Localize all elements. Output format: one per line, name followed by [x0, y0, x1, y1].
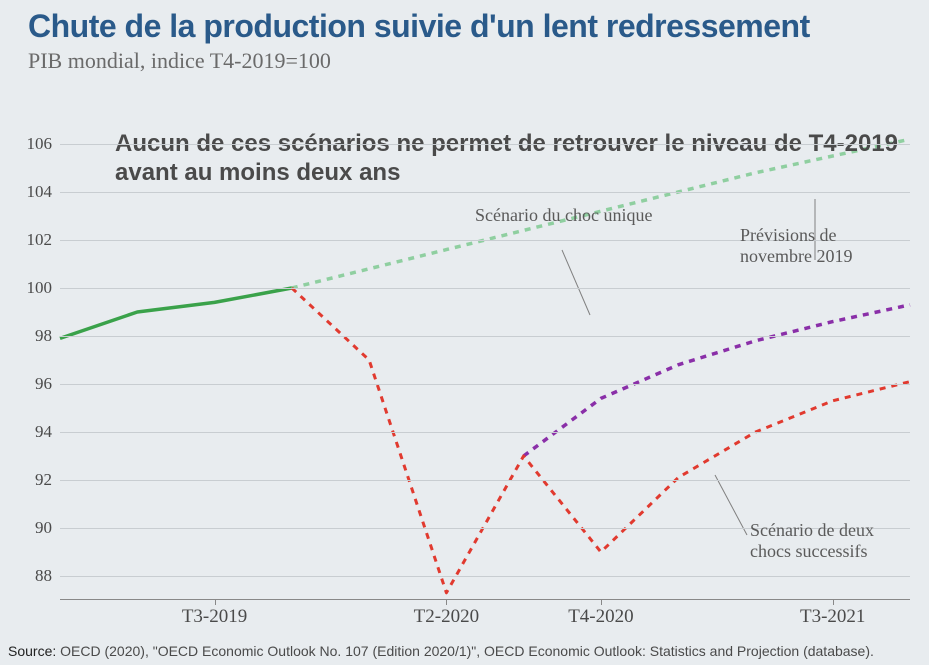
x-tick-label: T3-2019	[182, 606, 247, 628]
y-tick-label: 106	[27, 134, 53, 154]
series-label-single_hit: Scénario du choc unique	[475, 205, 652, 226]
x-tick-mark	[446, 600, 447, 605]
x-tick-label: T2-2020	[414, 606, 479, 628]
gridline	[60, 144, 910, 145]
series-label-forecast_nov2019: Prévisions de novembre 2019	[740, 225, 910, 266]
leader-line	[715, 475, 747, 535]
gridline	[60, 336, 910, 337]
leader-line	[562, 250, 590, 315]
gridline	[60, 384, 910, 385]
chart-subtitle: PIB mondial, indice T4-2019=100	[28, 48, 331, 74]
gridline	[60, 432, 910, 433]
x-tick-label: T4-2020	[568, 606, 633, 628]
x-tick-mark	[601, 600, 602, 605]
source-text: OECD (2020), "OECD Economic Outlook No. …	[60, 643, 874, 659]
y-tick-label: 100	[27, 278, 53, 298]
chart-title: Chute de la production suivie d'un lent …	[28, 8, 810, 45]
gridline	[60, 576, 910, 577]
series-label-double_hit_label: Scénario de deux chocs successifs	[750, 520, 910, 561]
y-tick-label: 102	[27, 230, 53, 250]
x-tick-label: T3-2021	[800, 606, 865, 628]
series-line-historical	[60, 288, 292, 338]
y-tick-label: 88	[35, 566, 52, 586]
y-tick-label: 96	[35, 374, 52, 394]
y-tick-label: 94	[35, 422, 52, 442]
y-tick-label: 92	[35, 470, 52, 490]
source-line: Source: OECD (2020), "OECD Economic Outl…	[8, 643, 874, 659]
x-tick-mark	[833, 600, 834, 605]
gridline	[60, 192, 910, 193]
x-tick-mark	[215, 600, 216, 605]
chart-plot-area: Aucun de ces scénarios ne permet de retr…	[60, 120, 910, 600]
y-tick-label: 104	[27, 182, 53, 202]
gridline	[60, 288, 910, 289]
series-line-single_hit	[524, 305, 910, 456]
gridline	[60, 480, 910, 481]
y-tick-label: 90	[35, 518, 52, 538]
chart-annotation: Aucun de ces scénarios ne permet de retr…	[115, 130, 905, 188]
y-tick-label: 98	[35, 326, 52, 346]
source-label: Source:	[8, 643, 56, 659]
